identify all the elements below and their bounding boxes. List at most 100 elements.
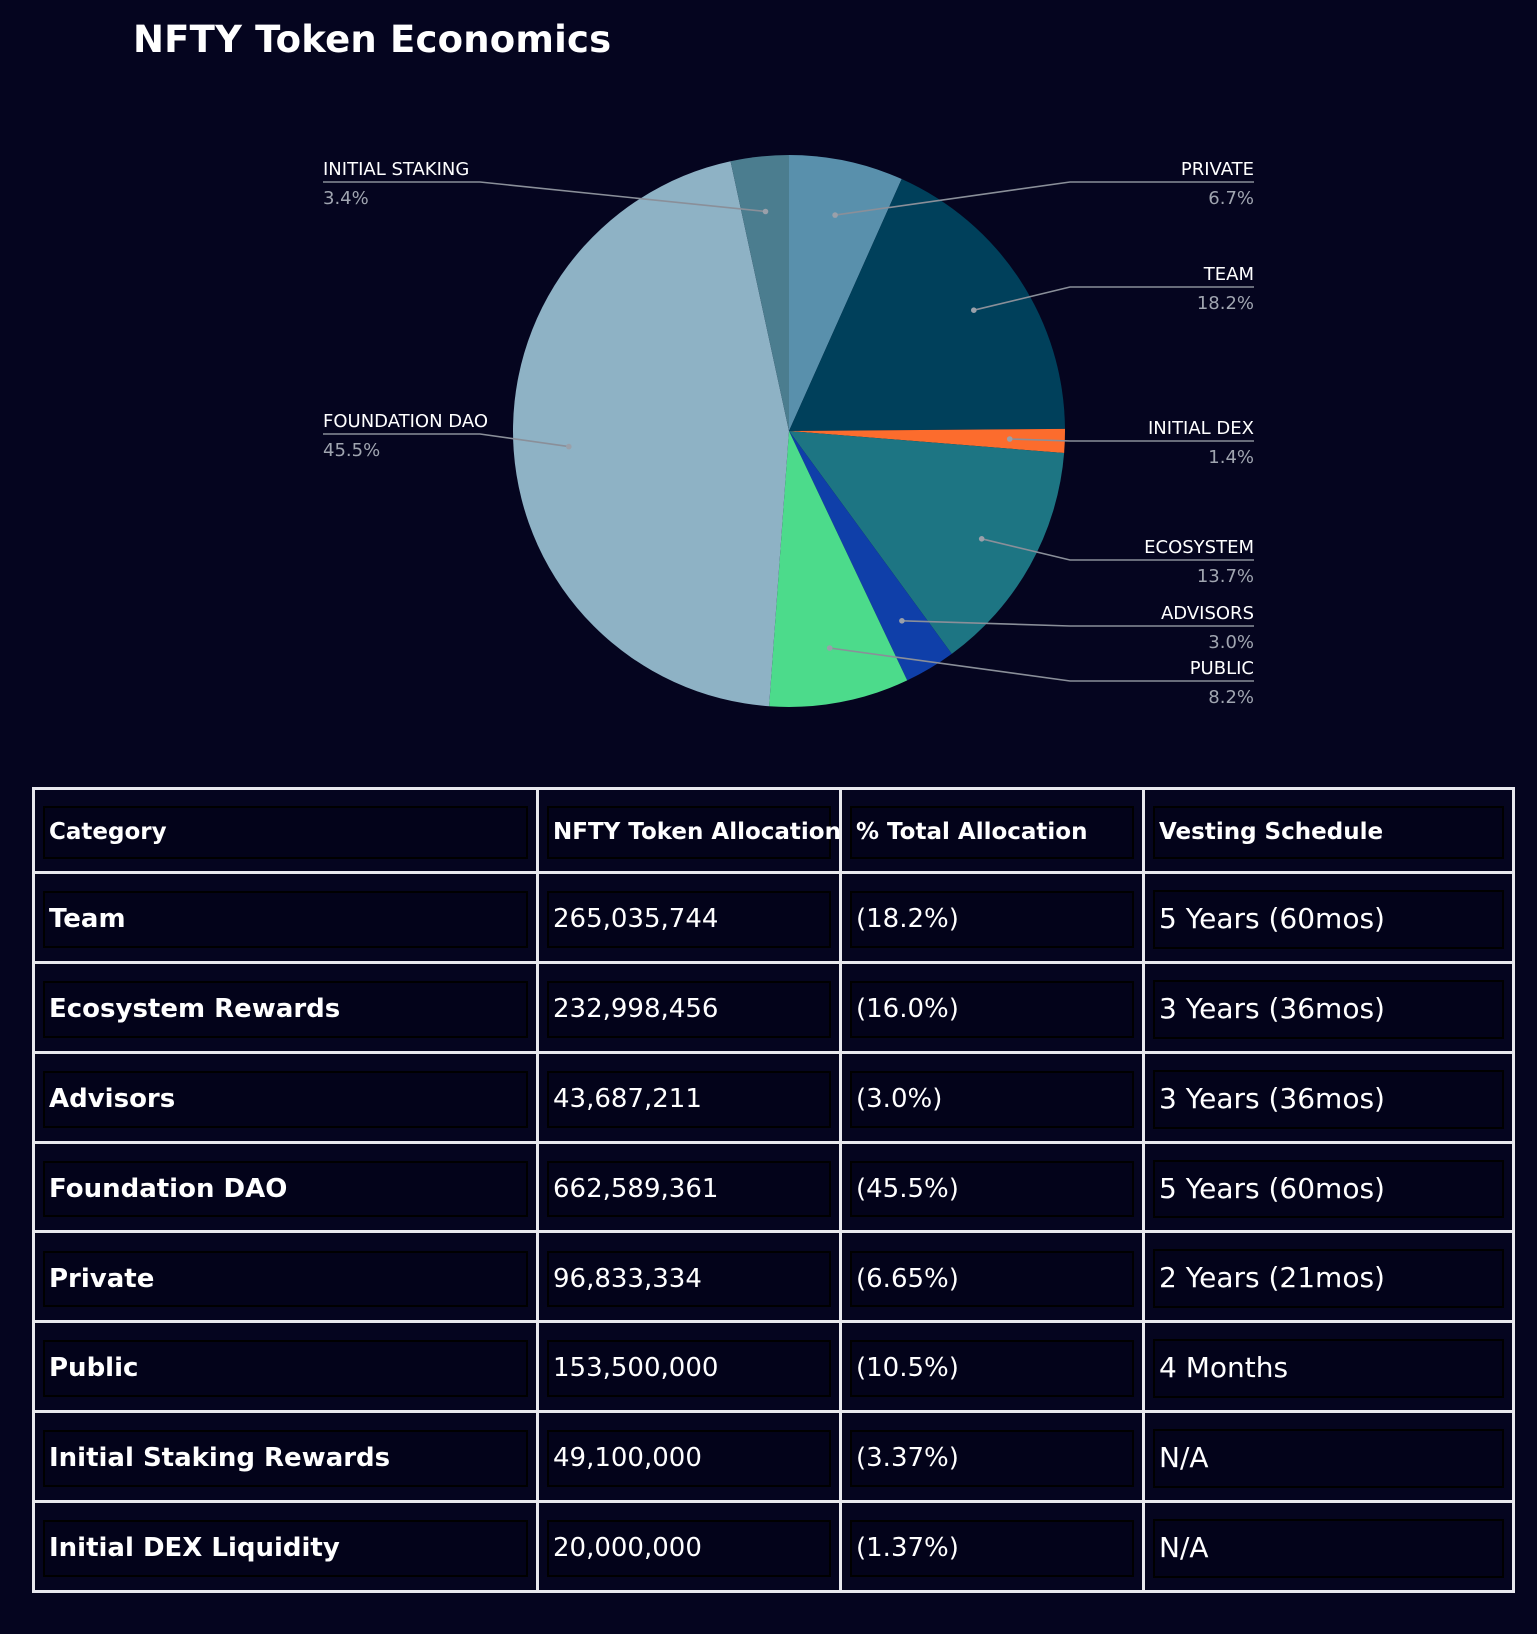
allocation-text: 43,687,211	[547, 1070, 831, 1128]
vesting-text: 5 Years (60mos)	[1153, 890, 1504, 950]
category-text: Advisors	[43, 1070, 528, 1128]
pie-label-initial-dex: INITIAL DEX	[1148, 418, 1254, 439]
category-cell: Public	[32, 1320, 539, 1414]
table-row: Team 265,035,744 (18.2%) 5 Years (60mos)	[32, 871, 1515, 965]
pie-slice-initial-dex	[789, 428, 1065, 454]
allocation-cell: 43,687,211	[536, 1050, 842, 1144]
percent-text: (18.2%)	[850, 891, 1134, 948]
pie-percent-initial-staking: 3.4%	[323, 188, 369, 209]
allocation-text: 20,000,000	[547, 1519, 831, 1577]
table-header-row: Category NFTY Token Allocation % Total A…	[32, 786, 1515, 875]
percent-text: (3.37%)	[850, 1430, 1134, 1487]
page-title: NFTY Token Economics	[133, 18, 612, 61]
pie-leader-line-private	[834, 181, 1254, 216]
pie-label-advisors: ADVISORS	[1161, 603, 1254, 624]
vesting-cell: 3 Years (36mos)	[1142, 1050, 1515, 1144]
percent-text: (45.5%)	[850, 1160, 1134, 1218]
vesting-text: 2 Years (21mos)	[1153, 1249, 1504, 1309]
percent-text: (3.0%)	[850, 1070, 1134, 1128]
allocation-cell: 49,100,000	[536, 1410, 842, 1503]
pie-slice-public	[769, 431, 908, 707]
percent-cell: (3.0%)	[839, 1050, 1145, 1144]
pie-slice-team	[789, 179, 1065, 431]
category-cell: Initial DEX Liquidity	[32, 1499, 539, 1593]
category-text: Initial Staking Rewards	[43, 1430, 528, 1487]
percent-cell: (3.37%)	[839, 1410, 1145, 1503]
pie-leader-line-initial-dex	[1009, 438, 1254, 442]
pie-leader-line-ecosystem	[981, 538, 1254, 561]
pie-percent-private: 6.7%	[1208, 188, 1254, 209]
pie-percent-initial-dex: 1.4%	[1208, 447, 1254, 468]
table-row: Public 153,500,000 (10.5%) 4 Months	[32, 1320, 1515, 1414]
table-row: Foundation DAO 662,589,361 (45.5%) 5 Yea…	[32, 1140, 1515, 1234]
category-text: Ecosystem Rewards	[43, 981, 528, 1038]
allocation-cell: 232,998,456	[536, 961, 842, 1054]
allocation-table: Category NFTY Token Allocation % Total A…	[32, 786, 1515, 1593]
pie-label-private: PRIVATE	[1181, 159, 1254, 180]
header-vesting: Vesting Schedule	[1142, 786, 1515, 875]
category-cell: Advisors	[32, 1050, 539, 1144]
pie-percent-team: 18.2%	[1197, 293, 1254, 314]
category-cell: Team	[32, 871, 539, 965]
vesting-cell: 5 Years (60mos)	[1142, 871, 1515, 965]
pie-label-team: TEAM	[1203, 264, 1254, 285]
percent-cell: (45.5%)	[839, 1140, 1145, 1234]
pie-percent-foundation-dao: 45.5%	[323, 440, 380, 461]
table-row: Private 96,833,334 (6.65%) 2 Years (21mo…	[32, 1230, 1515, 1324]
allocation-text: 662,589,361	[547, 1160, 831, 1218]
pie-slice-ecosystem	[789, 431, 1065, 654]
header-allocation-label: NFTY Token Allocation	[547, 806, 841, 860]
pie-leader-dot-team	[971, 307, 977, 314]
pie-leader-line-public	[829, 647, 1254, 682]
percent-cell: (18.2%)	[839, 871, 1145, 965]
header-percent-label: % Total Allocation	[850, 806, 1134, 860]
vesting-text: 3 Years (36mos)	[1153, 980, 1504, 1039]
pie-leader-dot-advisors	[899, 618, 905, 624]
header-percent: % Total Allocation	[839, 786, 1145, 875]
table-row: Initial DEX Liquidity 20,000,000 (1.37%)…	[32, 1499, 1515, 1593]
percent-cell: (1.37%)	[839, 1499, 1145, 1593]
percent-text: (10.5%)	[850, 1340, 1134, 1397]
category-text: Private	[43, 1250, 528, 1308]
percent-cell: (6.65%)	[839, 1230, 1145, 1324]
pie-leader-line-initial-staking	[323, 181, 766, 213]
header-category-label: Category	[43, 806, 528, 860]
pie-leader-dot-initial-dex	[1006, 436, 1013, 442]
pie-slice-advisors	[789, 431, 952, 681]
pie-leader-dot-foundation-dao	[566, 443, 572, 450]
pie-label-public: PUBLIC	[1190, 658, 1254, 679]
pie-slice-foundation-dao	[512, 161, 789, 707]
header-vesting-label: Vesting Schedule	[1153, 806, 1504, 860]
allocation-text: 49,100,000	[547, 1430, 831, 1487]
allocation-text: 232,998,456	[547, 981, 831, 1038]
category-cell: Foundation DAO	[32, 1140, 539, 1234]
pie-leader-dot-private	[832, 212, 838, 218]
vesting-cell: 5 Years (60mos)	[1142, 1140, 1515, 1234]
allocation-text: 153,500,000	[547, 1340, 831, 1397]
vesting-text: 3 Years (36mos)	[1153, 1069, 1504, 1129]
pie-label-ecosystem: ECOSYSTEM	[1144, 537, 1254, 558]
vesting-text: 4 Months	[1153, 1339, 1504, 1399]
table-row: Advisors 43,687,211 (3.0%) 3 Years (36mo…	[32, 1050, 1515, 1144]
pie-slice-initial-staking	[730, 155, 789, 431]
percent-text: (16.0%)	[850, 981, 1134, 1038]
pie-leader-dot-public	[826, 645, 833, 651]
category-text: Initial DEX Liquidity	[43, 1519, 528, 1577]
vesting-cell: 4 Months	[1142, 1320, 1515, 1414]
vesting-cell: 3 Years (36mos)	[1142, 961, 1515, 1054]
allocation-cell: 96,833,334	[536, 1230, 842, 1324]
pie-leader-line-team	[973, 286, 1254, 311]
percent-text: (1.37%)	[850, 1519, 1134, 1577]
vesting-cell: 2 Years (21mos)	[1142, 1230, 1515, 1324]
pie-leader-line-foundation-dao	[323, 433, 569, 448]
allocation-cell: 265,035,744	[536, 871, 842, 965]
pie-slice-private	[789, 155, 902, 431]
vesting-text: N/A	[1153, 1518, 1504, 1578]
table-row: Ecosystem Rewards 232,998,456 (16.0%) 3 …	[32, 961, 1515, 1054]
pie-label-initial-staking: INITIAL STAKING	[323, 159, 469, 180]
pie-percent-public: 8.2%	[1208, 687, 1254, 708]
category-text: Team	[43, 891, 528, 948]
pie-leader-dot-initial-staking	[762, 208, 769, 215]
category-text: Public	[43, 1340, 528, 1397]
category-cell: Private	[32, 1230, 539, 1324]
